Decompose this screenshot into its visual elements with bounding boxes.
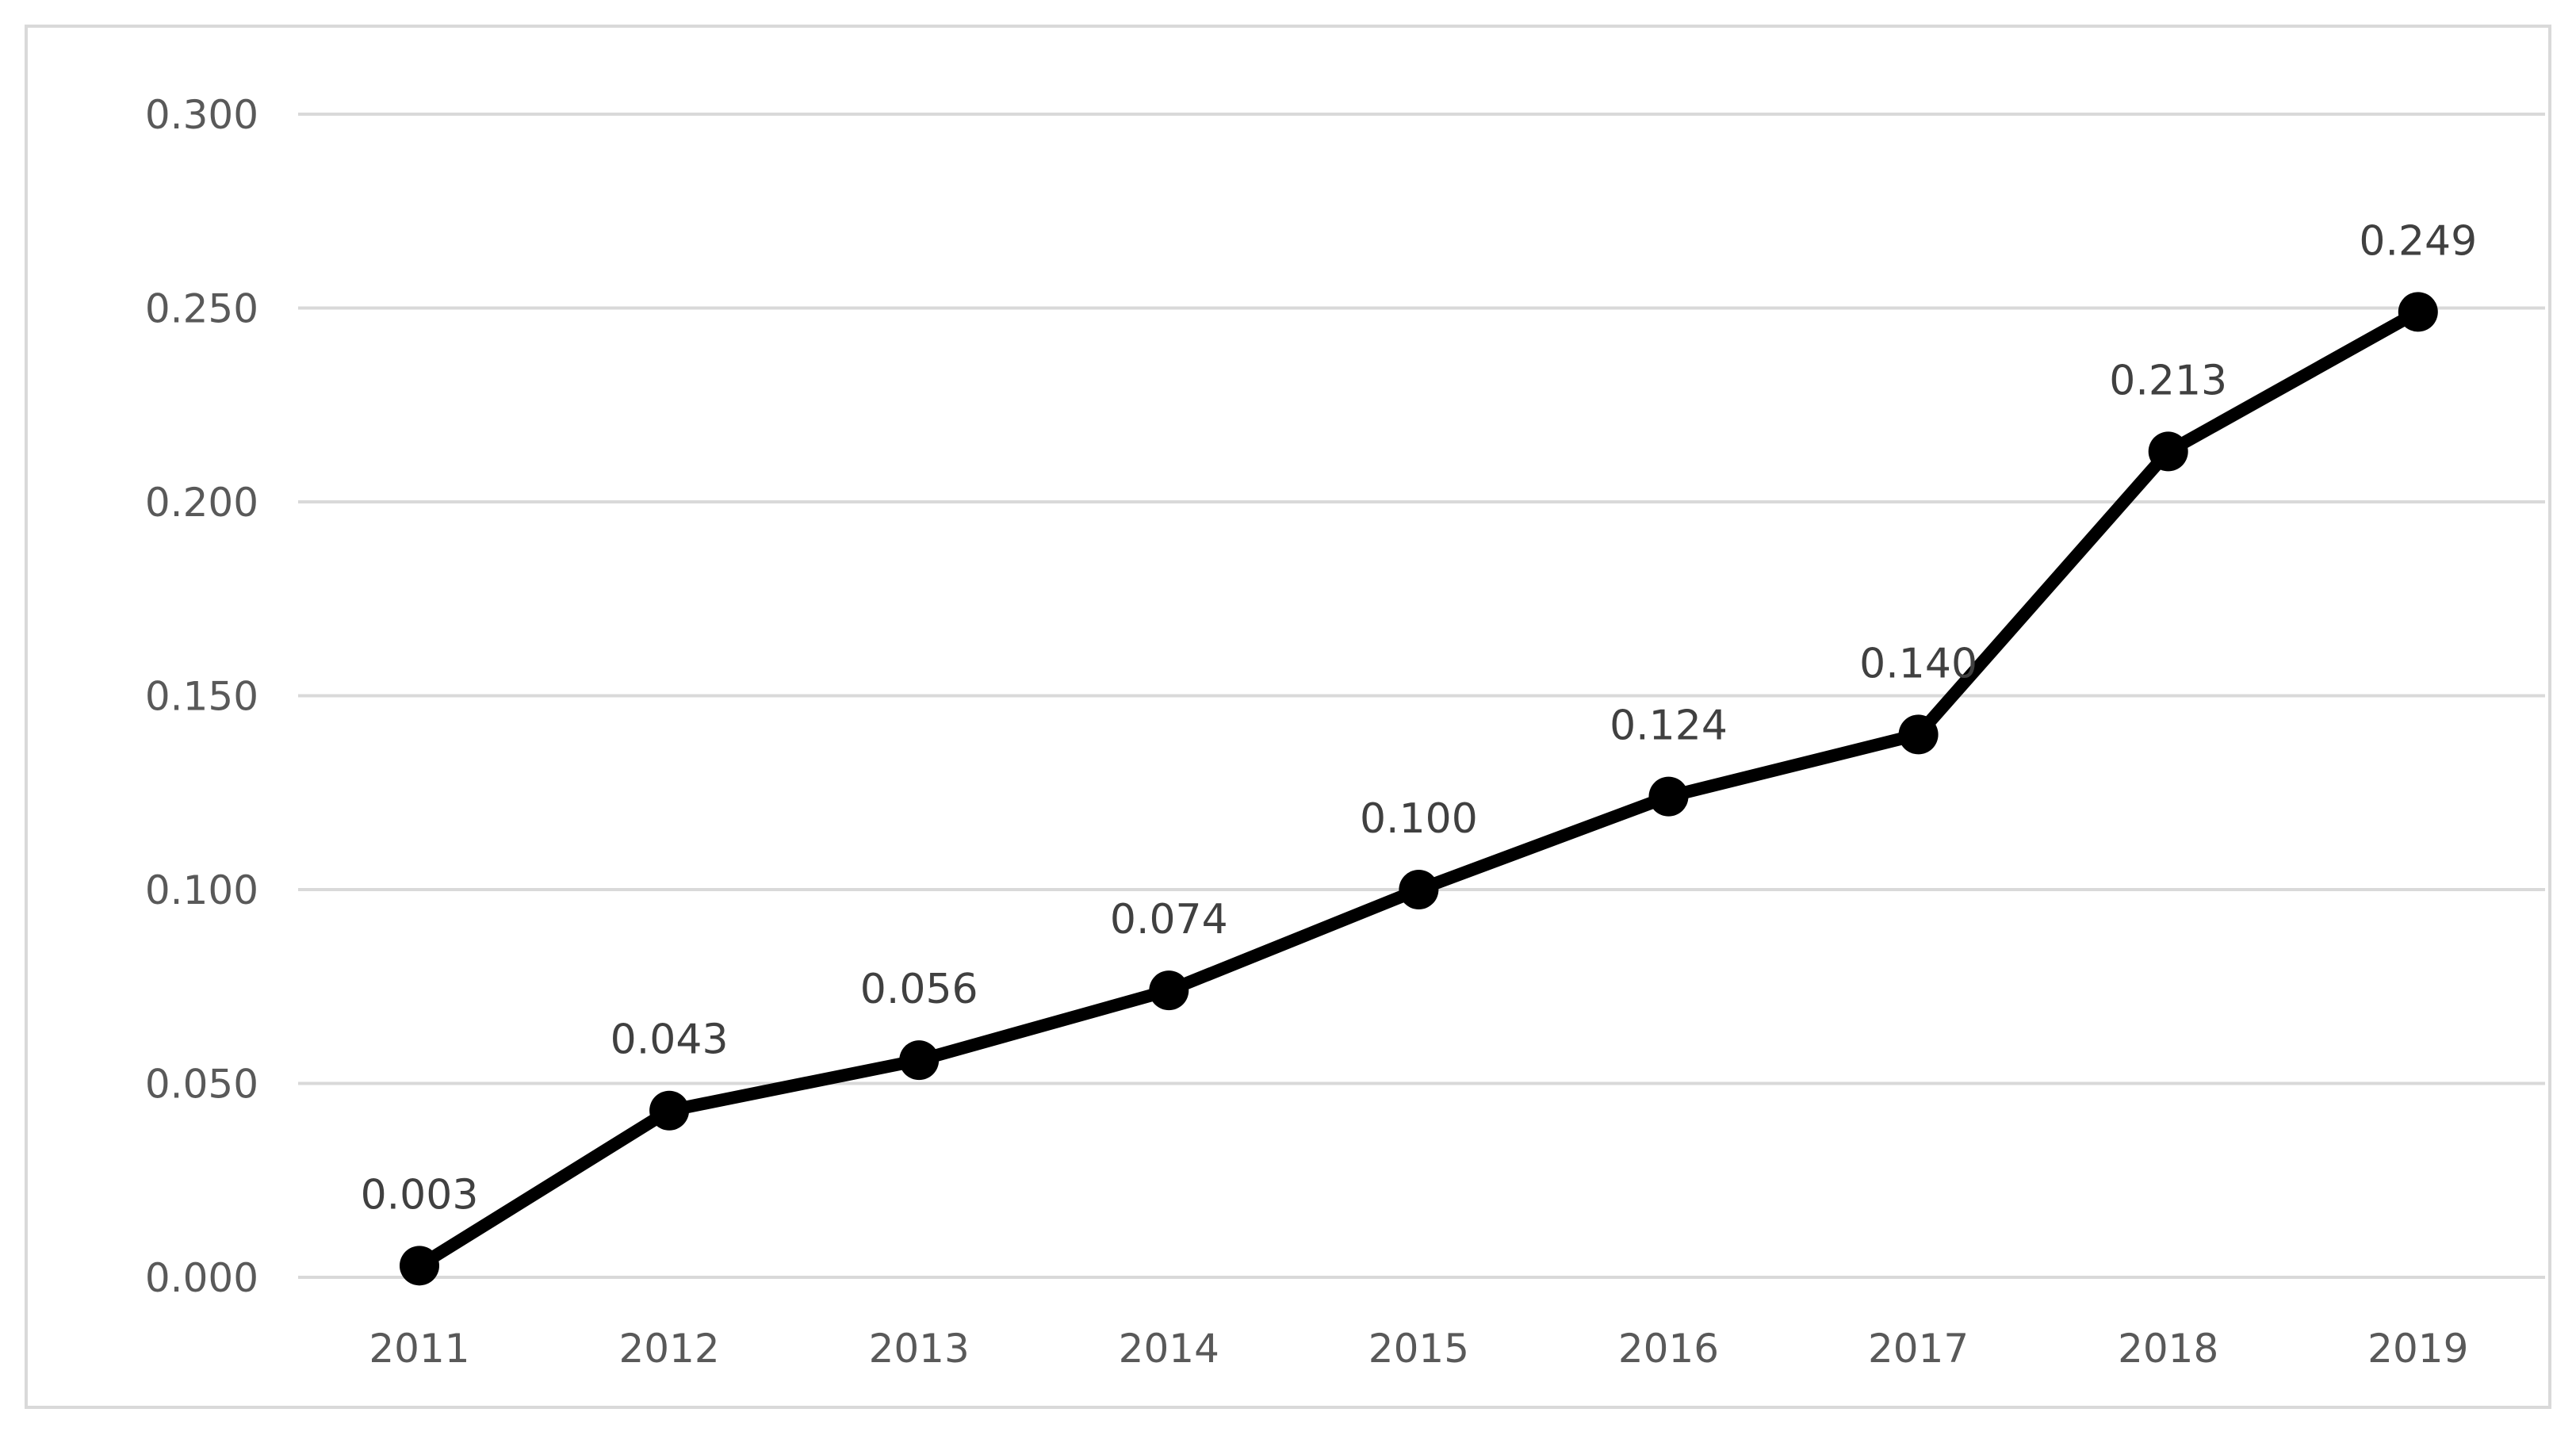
data-label: 0.124 — [1610, 702, 1728, 750]
data-point-marker — [1898, 714, 1939, 755]
y-tick-label: 0.100 — [145, 867, 258, 913]
data-point-marker — [2148, 431, 2188, 472]
x-axis-tick-labels: 2011 2012 2013 2014 2015 2016 2017 2018 2019 — [369, 1326, 2468, 1372]
x-tick-label: 2015 — [1368, 1326, 1469, 1372]
chart-frame — [25, 25, 2551, 1409]
data-point-marker — [1648, 776, 1689, 817]
y-tick-label: 0.200 — [145, 480, 258, 526]
data-labels: 0.003 0.043 0.056 0.074 0.100 0.124 0.140 0.213… — [361, 217, 2478, 1219]
x-tick-label: 2017 — [1868, 1326, 1969, 1372]
data-point-markers — [400, 292, 2438, 1286]
series-line — [413, 305, 2425, 1273]
x-tick-label: 2016 — [1618, 1326, 1719, 1372]
y-tick-label: 0.000 — [145, 1255, 258, 1301]
y-tick-label: 0.300 — [145, 92, 258, 138]
y-tick-label: 0.150 — [145, 674, 258, 720]
data-label: 0.056 — [860, 966, 978, 1013]
data-label: 0.213 — [2109, 357, 2227, 404]
data-label: 0.249 — [2359, 217, 2477, 265]
y-axis-tick-labels: 0.000 0.050 0.100 0.150 0.200 0.250 0.300 — [145, 92, 258, 1301]
data-label: 0.043 — [611, 1016, 729, 1064]
data-label: 0.074 — [1110, 896, 1228, 944]
data-point-marker — [649, 1090, 690, 1131]
data-point-marker — [1149, 970, 1189, 1011]
y-tick-label: 0.050 — [145, 1062, 258, 1108]
y-tick-label: 0.250 — [145, 286, 258, 332]
x-tick-label: 2013 — [869, 1326, 970, 1372]
data-point-marker — [899, 1040, 940, 1081]
data-label: 0.003 — [361, 1171, 479, 1219]
x-tick-label: 2011 — [369, 1326, 469, 1372]
data-point-marker — [2398, 292, 2438, 332]
data-label: 0.100 — [1360, 795, 1478, 843]
data-point-marker — [400, 1246, 439, 1286]
x-tick-label: 2012 — [618, 1326, 719, 1372]
x-tick-label: 2014 — [1119, 1326, 1219, 1372]
x-tick-label: 2019 — [2367, 1326, 2468, 1372]
x-tick-label: 2018 — [2118, 1326, 2218, 1372]
series-line — [413, 305, 2425, 1273]
gridlines — [298, 113, 2545, 1279]
data-point-marker — [1399, 870, 1439, 909]
data-label: 0.140 — [1859, 640, 1977, 687]
